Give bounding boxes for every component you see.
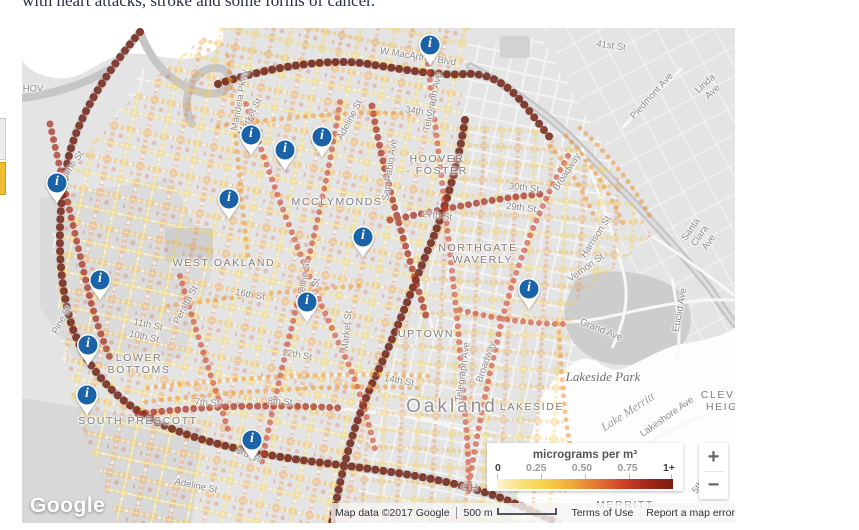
map-data-attribution: Map data ©2017 Google bbox=[335, 507, 450, 519]
scale-bar bbox=[496, 508, 558, 515]
info-marker[interactable]: i bbox=[74, 383, 100, 417]
zoom-out-button[interactable]: − bbox=[699, 472, 728, 500]
map-pin-icon bbox=[352, 226, 374, 258]
attribution-divider bbox=[455, 507, 457, 519]
info-marker[interactable]: i bbox=[75, 333, 101, 367]
map-pin-icon bbox=[241, 429, 263, 461]
info-marker[interactable]: i bbox=[238, 123, 264, 157]
legend-tick: 0.75 bbox=[617, 462, 638, 474]
info-marker[interactable]: i bbox=[516, 277, 542, 311]
map-pin-icon bbox=[296, 291, 318, 323]
zoom-controls: + − bbox=[699, 443, 728, 499]
map-pin-icon bbox=[518, 278, 540, 310]
park-small bbox=[500, 36, 530, 58]
legend-tick: 0.50 bbox=[571, 462, 593, 474]
legend-tick-labels: 0 0.25 0.50 0.75 1+ bbox=[487, 461, 683, 474]
legend-tick-marks bbox=[497, 474, 673, 479]
map-container[interactable]: HOOVER - FOSTER MCCLYMONDS WEST OAKLAND NOR… bbox=[22, 28, 735, 523]
legend-tick: 0 bbox=[495, 462, 501, 474]
pollution-legend: micrograms per m³ 0 0.25 0.50 0.75 1+ bbox=[487, 443, 683, 491]
map-canvas[interactable] bbox=[22, 28, 735, 523]
report-error-link[interactable]: Report a map error bbox=[646, 507, 735, 519]
info-marker[interactable]: i bbox=[417, 33, 443, 67]
info-marker[interactable]: i bbox=[294, 290, 320, 324]
terms-link[interactable]: Terms of Use bbox=[571, 507, 634, 519]
info-marker[interactable]: i bbox=[350, 225, 376, 259]
zoom-in-button[interactable]: + bbox=[699, 443, 728, 471]
map-pin-icon bbox=[274, 139, 296, 171]
map-pin-icon bbox=[218, 188, 240, 220]
legend-tick: 1+ bbox=[662, 462, 675, 474]
park-lakeside bbox=[564, 271, 691, 365]
info-marker[interactable]: i bbox=[309, 125, 335, 159]
legend-title: micrograms per m³ bbox=[532, 449, 638, 461]
info-marker[interactable]: i bbox=[272, 138, 298, 172]
info-marker[interactable]: i bbox=[216, 187, 242, 221]
map-pin-icon bbox=[76, 384, 98, 416]
article-text: with heart attacks, stroke and some form… bbox=[22, 0, 376, 10]
attribution-bar: Map data ©2017 Google 500 m Terms of Use… bbox=[331, 503, 735, 523]
info-marker[interactable]: i bbox=[239, 428, 265, 462]
map-pin-icon bbox=[46, 172, 68, 204]
legend-tick: 0.25 bbox=[526, 462, 547, 474]
legend-gradient-bar bbox=[497, 479, 673, 489]
map-pin-icon bbox=[311, 126, 333, 158]
info-marker[interactable]: i bbox=[87, 268, 113, 302]
google-logo[interactable]: Google bbox=[30, 494, 106, 517]
share-button-fragment-top[interactable] bbox=[0, 118, 6, 160]
zoom-divider bbox=[704, 470, 723, 472]
info-marker[interactable]: i bbox=[44, 171, 70, 205]
map-pin-icon bbox=[89, 269, 111, 301]
map-pin-icon bbox=[419, 34, 441, 66]
share-button-fragment-bottom[interactable] bbox=[0, 162, 6, 195]
map-pin-icon bbox=[77, 334, 99, 366]
pollution-trails bbox=[46, 28, 655, 523]
map-pin-icon bbox=[240, 124, 262, 156]
scale-label: 500 m bbox=[463, 507, 493, 519]
